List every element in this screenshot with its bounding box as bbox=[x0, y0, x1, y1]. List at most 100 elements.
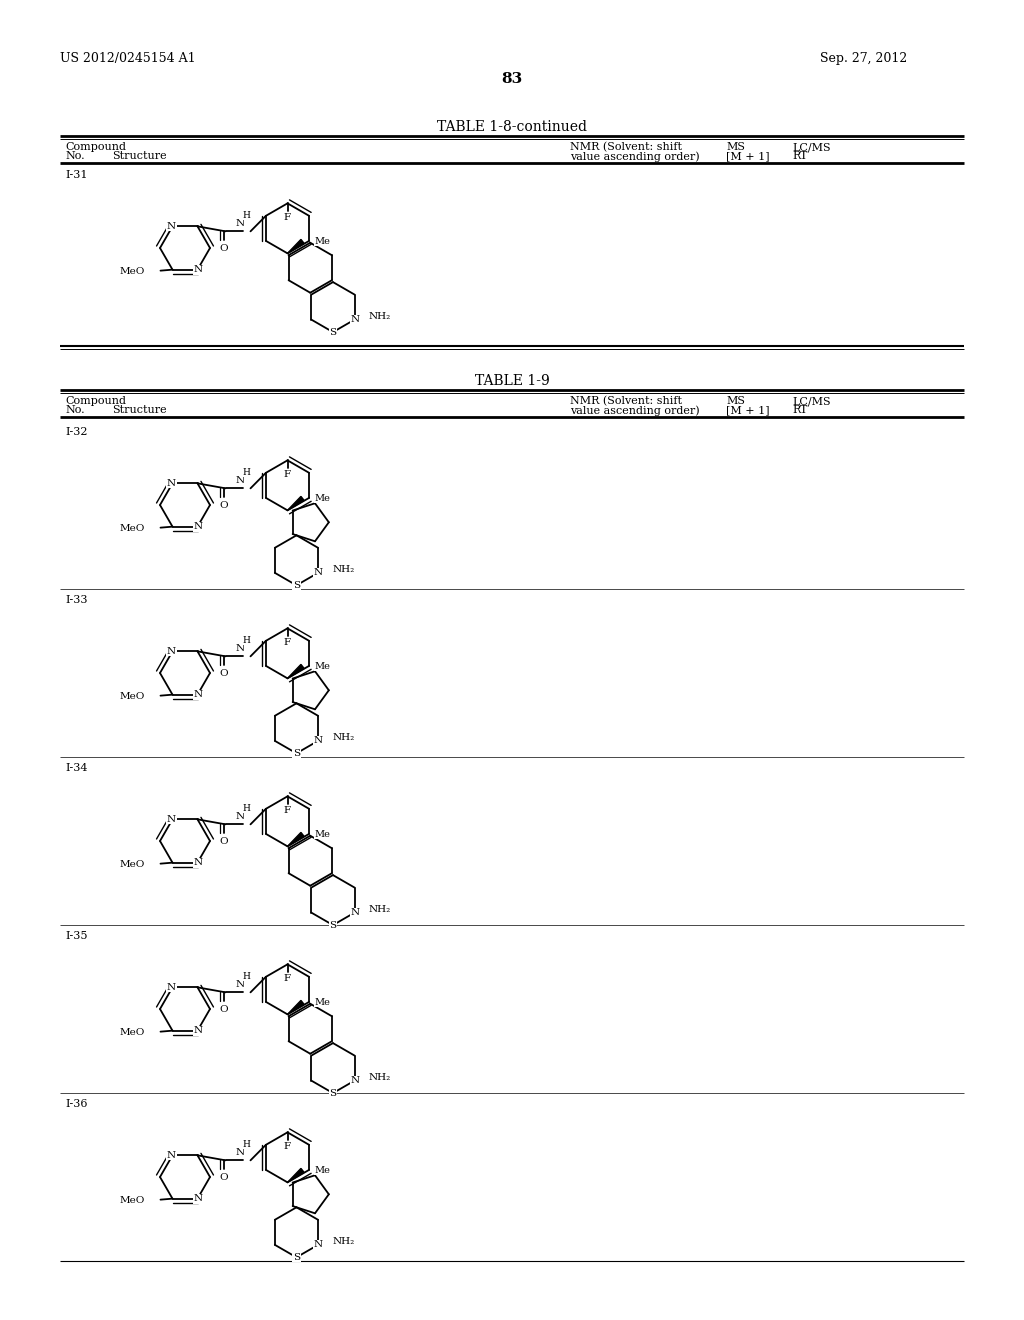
Text: NH₂: NH₂ bbox=[332, 1237, 354, 1246]
Text: N: N bbox=[167, 479, 176, 488]
Text: O: O bbox=[219, 1173, 227, 1181]
Text: Me: Me bbox=[314, 998, 331, 1007]
Text: F: F bbox=[284, 805, 291, 814]
Text: S: S bbox=[330, 327, 337, 337]
Polygon shape bbox=[288, 496, 304, 511]
Text: F: F bbox=[284, 974, 291, 983]
Text: NH₂: NH₂ bbox=[332, 734, 354, 742]
Text: S: S bbox=[293, 581, 300, 590]
Text: N: N bbox=[167, 983, 176, 991]
Text: No.: No. bbox=[65, 150, 85, 161]
Text: N: N bbox=[194, 265, 203, 275]
Text: F: F bbox=[284, 470, 291, 479]
Text: N: N bbox=[194, 858, 203, 867]
Text: [M + 1]: [M + 1] bbox=[726, 405, 770, 414]
Text: Compound: Compound bbox=[65, 143, 126, 152]
Text: F: F bbox=[284, 213, 291, 222]
Text: MeO: MeO bbox=[119, 692, 144, 701]
Text: O: O bbox=[219, 244, 227, 253]
Text: N: N bbox=[194, 1195, 203, 1203]
Text: MeO: MeO bbox=[119, 1028, 144, 1038]
Text: S: S bbox=[293, 748, 300, 758]
Text: N: N bbox=[313, 1241, 323, 1249]
Polygon shape bbox=[288, 1168, 304, 1183]
Text: H: H bbox=[243, 804, 251, 813]
Text: value ascending order): value ascending order) bbox=[570, 405, 699, 416]
Text: N: N bbox=[236, 644, 245, 653]
Text: F: F bbox=[284, 638, 291, 647]
Text: MS: MS bbox=[726, 396, 745, 407]
Text: N: N bbox=[167, 814, 176, 824]
Text: H: H bbox=[243, 972, 251, 981]
Polygon shape bbox=[288, 664, 304, 678]
Text: N: N bbox=[350, 315, 359, 325]
Text: 83: 83 bbox=[502, 73, 522, 86]
Text: Me: Me bbox=[314, 1166, 331, 1175]
Text: Compound: Compound bbox=[65, 396, 126, 407]
Text: value ascending order): value ascending order) bbox=[570, 150, 699, 161]
Text: H: H bbox=[243, 636, 251, 645]
Text: I-36: I-36 bbox=[65, 1100, 87, 1109]
Text: NMR (Solvent: shift: NMR (Solvent: shift bbox=[570, 143, 682, 152]
Text: N: N bbox=[194, 523, 203, 531]
Text: N: N bbox=[236, 1148, 245, 1156]
Text: H: H bbox=[243, 467, 251, 477]
Text: Me: Me bbox=[314, 236, 331, 246]
Text: RT: RT bbox=[792, 150, 807, 161]
Text: F: F bbox=[284, 1142, 291, 1151]
Text: US 2012/0245154 A1: US 2012/0245154 A1 bbox=[60, 51, 196, 65]
Text: Me: Me bbox=[314, 661, 331, 671]
Text: NH₂: NH₂ bbox=[332, 565, 354, 574]
Text: H: H bbox=[243, 211, 251, 220]
Polygon shape bbox=[288, 1001, 304, 1014]
Text: TABLE 1-8-continued: TABLE 1-8-continued bbox=[437, 120, 587, 135]
Text: N: N bbox=[194, 1026, 203, 1035]
Text: N: N bbox=[167, 1151, 176, 1160]
Text: N: N bbox=[313, 737, 323, 746]
Polygon shape bbox=[288, 833, 304, 846]
Text: S: S bbox=[330, 1089, 337, 1098]
Text: N: N bbox=[350, 1076, 359, 1085]
Text: N: N bbox=[350, 908, 359, 917]
Text: I-32: I-32 bbox=[65, 426, 87, 437]
Text: O: O bbox=[219, 500, 227, 510]
Text: N: N bbox=[194, 690, 203, 700]
Text: O: O bbox=[219, 837, 227, 846]
Text: No.: No. bbox=[65, 405, 85, 414]
Text: [M + 1]: [M + 1] bbox=[726, 150, 770, 161]
Text: Me: Me bbox=[314, 494, 331, 503]
Text: MeO: MeO bbox=[119, 861, 144, 869]
Text: MeO: MeO bbox=[119, 267, 144, 276]
Text: NH₂: NH₂ bbox=[369, 1073, 391, 1082]
Text: Me: Me bbox=[314, 830, 331, 838]
Text: MeO: MeO bbox=[119, 524, 144, 533]
Polygon shape bbox=[288, 239, 304, 253]
Text: N: N bbox=[167, 647, 176, 656]
Text: N: N bbox=[236, 979, 245, 989]
Text: NH₂: NH₂ bbox=[369, 906, 391, 913]
Text: NH₂: NH₂ bbox=[369, 312, 391, 321]
Text: N: N bbox=[167, 222, 176, 231]
Text: LC/MS: LC/MS bbox=[792, 143, 830, 152]
Text: Sep. 27, 2012: Sep. 27, 2012 bbox=[820, 51, 907, 65]
Text: LC/MS: LC/MS bbox=[792, 396, 830, 407]
Text: O: O bbox=[219, 669, 227, 678]
Text: MS: MS bbox=[726, 143, 745, 152]
Text: MeO: MeO bbox=[119, 1196, 144, 1205]
Text: I-31: I-31 bbox=[65, 170, 87, 180]
Text: I-33: I-33 bbox=[65, 595, 87, 605]
Text: S: S bbox=[330, 920, 337, 929]
Text: S: S bbox=[293, 1253, 300, 1262]
Text: N: N bbox=[313, 569, 323, 577]
Text: I-35: I-35 bbox=[65, 931, 87, 941]
Text: N: N bbox=[236, 475, 245, 484]
Text: TABLE 1-9: TABLE 1-9 bbox=[475, 374, 549, 388]
Text: Structure: Structure bbox=[112, 150, 167, 161]
Text: Structure: Structure bbox=[112, 405, 167, 414]
Text: O: O bbox=[219, 1005, 227, 1014]
Text: NMR (Solvent: shift: NMR (Solvent: shift bbox=[570, 396, 682, 407]
Text: I-34: I-34 bbox=[65, 763, 87, 774]
Text: RT: RT bbox=[792, 405, 807, 414]
Text: N: N bbox=[236, 812, 245, 821]
Text: H: H bbox=[243, 1140, 251, 1148]
